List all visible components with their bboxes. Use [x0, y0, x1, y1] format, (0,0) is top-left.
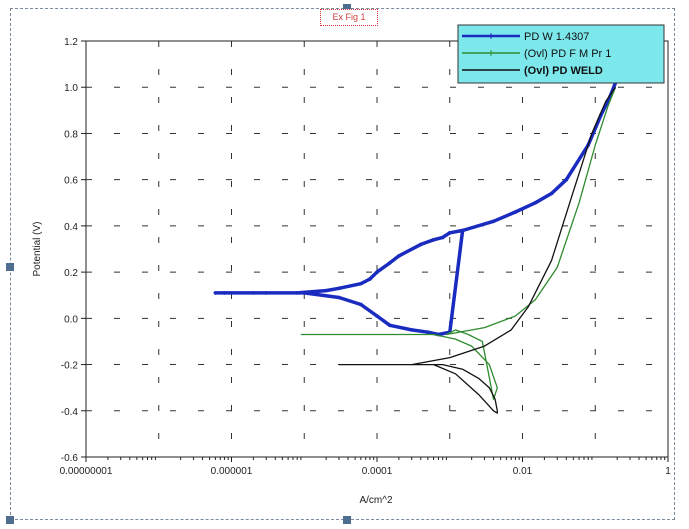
x-axis-label: A/cm^2 [359, 495, 392, 506]
plot-border [85, 40, 669, 458]
series-point [375, 270, 379, 274]
resize-handle-bottom-center[interactable] [343, 516, 351, 524]
resize-handle-bottom-left[interactable] [6, 516, 14, 524]
resize-handle-top-center[interactable] [343, 4, 351, 12]
series-point [533, 200, 538, 205]
x-tick-label: 0.0001 [362, 466, 393, 477]
series-point [418, 242, 423, 247]
x-tick-label: 1 [665, 466, 671, 477]
series-line [300, 329, 498, 400]
series-point [324, 288, 328, 293]
series-line [215, 228, 465, 337]
series-point [549, 191, 554, 196]
series-line [411, 86, 617, 366]
x-tick-label: 0.00000001 [60, 466, 113, 477]
y-tick-label: 0.4 [64, 222, 78, 233]
y-tick-label: 0.0 [64, 314, 78, 325]
y-tick-label: 0.6 [64, 176, 78, 187]
series-point [337, 286, 341, 291]
series-line [446, 86, 617, 336]
legend-box [457, 24, 665, 84]
series-line [339, 363, 498, 414]
series-point [426, 330, 430, 335]
series-layer [213, 80, 618, 414]
y-tick-label: 1.0 [64, 83, 78, 94]
series-point [491, 219, 496, 224]
series-point [460, 228, 465, 233]
y-tick-label: 0.2 [64, 268, 78, 279]
y-tick-label: -0.2 [61, 361, 79, 372]
legend-label: (Ovl) PD F M Pr 1 [524, 48, 611, 60]
axis-ticks: -0.6 -0.4 -0.2 0.0 0.2 0.4 0.6 0.8 1.0 1.2 0.00000… [60, 37, 672, 477]
y-tick-label: 0.8 [64, 129, 78, 140]
y-tick-label: 1.2 [64, 37, 78, 48]
resize-handle-left-middle[interactable] [6, 263, 14, 271]
chart-title[interactable]: Ex Fig 1 [320, 9, 378, 26]
series-point [440, 235, 445, 240]
x-tick-label: 0.000001 [211, 466, 253, 477]
series-point [213, 291, 218, 295]
series-point [368, 277, 372, 281]
series-point [295, 291, 299, 295]
series-point [388, 261, 392, 265]
series-point [431, 237, 436, 242]
series-point [409, 328, 414, 332]
legend-label: (Ovl) PD WELD [524, 65, 603, 77]
series-point [264, 291, 269, 295]
series-point [397, 254, 401, 258]
grid [86, 41, 668, 457]
y-tick-label: -0.6 [61, 453, 79, 464]
series-point [513, 210, 518, 214]
legend-label: PD W 1.4307 [524, 31, 589, 43]
y-axis-label: Potential (V) [32, 221, 43, 276]
x-tick-label: 0.01 [513, 466, 533, 477]
series-point [251, 291, 256, 295]
series-line [462, 81, 618, 233]
series-point [337, 295, 341, 300]
y-tick-label: -0.4 [61, 407, 79, 418]
series-point [359, 281, 363, 286]
series-point [388, 323, 392, 328]
series-point [375, 314, 379, 318]
series-point [302, 291, 307, 295]
series-point [359, 302, 363, 307]
series-point [447, 231, 452, 235]
series-point [564, 177, 569, 182]
legend[interactable]: PD W 1.4307 (Ovl) PD F M Pr 1 (Ovl) PD WEL… [457, 24, 665, 84]
series-point [222, 291, 227, 295]
